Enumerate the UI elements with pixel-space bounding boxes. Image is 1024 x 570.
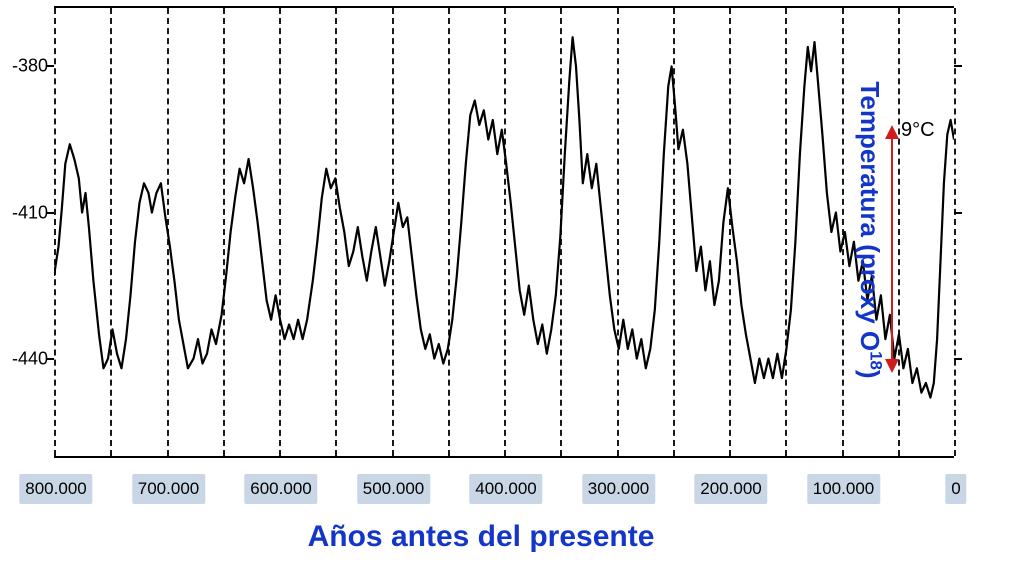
y-tick	[954, 65, 962, 67]
gridline	[842, 8, 844, 456]
x-tick-label: 700.000	[132, 474, 205, 504]
y-tick-label: -380	[4, 56, 48, 77]
x-tick-label: 200.000	[694, 474, 767, 504]
gridline	[560, 8, 562, 456]
gridline	[729, 8, 731, 456]
gridline	[448, 8, 450, 456]
x-axis-band: 800.000 700.000 600.000 500.000 400.000 300.0…	[2, 474, 1020, 504]
gridline	[785, 8, 787, 456]
x-tick-label: 800.000	[19, 474, 92, 504]
gridline	[504, 8, 506, 456]
chart-stage: -380-410-4409°C 800.000700.000600.000500…	[0, 0, 1024, 570]
y-tick-label: -410	[4, 202, 48, 223]
x-tick-label: 500.000	[357, 474, 430, 504]
x-axis-title: Años antes del presente	[0, 520, 962, 554]
y-tick	[954, 358, 962, 360]
y-tick	[954, 212, 962, 214]
gridline	[335, 8, 337, 456]
x-tick-label: 0	[945, 474, 966, 504]
y-axis-title: Temperatura (proxy O18)	[854, 81, 886, 378]
x-tick-label: 300.000	[582, 474, 655, 504]
x-tick-label: 600.000	[244, 474, 317, 504]
gridline	[110, 8, 112, 456]
gridline	[617, 8, 619, 456]
gridline	[898, 8, 900, 456]
y-tick-label: -440	[4, 348, 48, 369]
x-tick-label: 100.000	[807, 474, 880, 504]
plot-area: -380-410-4409°C	[54, 6, 954, 458]
gridline	[279, 8, 281, 456]
gridline	[392, 8, 394, 456]
x-tick-label: 400.000	[469, 474, 542, 504]
gridline	[954, 8, 956, 456]
range-arrow-label: 9°C	[901, 119, 935, 142]
gridline	[673, 8, 675, 456]
gridline	[54, 8, 56, 456]
gridline	[167, 8, 169, 456]
gridline	[223, 8, 225, 456]
